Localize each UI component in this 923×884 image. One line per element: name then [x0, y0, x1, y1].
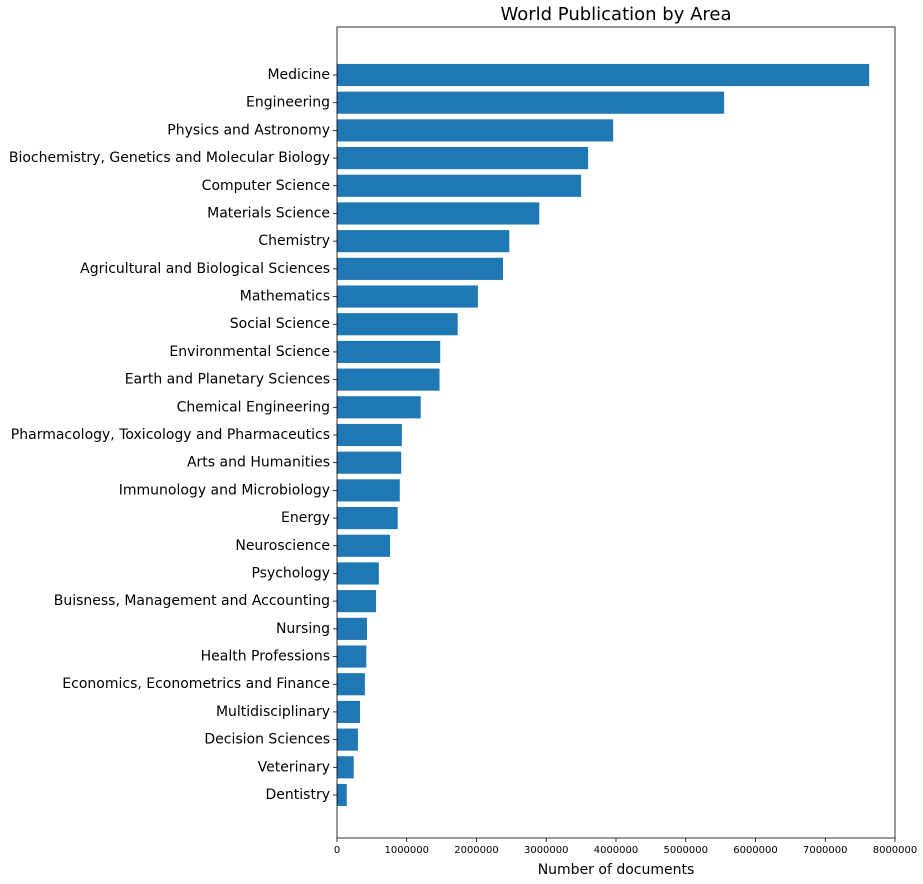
- bar: [337, 230, 510, 253]
- plot-frame: [336, 26, 896, 839]
- y-tick-label: Earth and Planetary Sciences: [125, 372, 330, 388]
- x-tick-label: 0: [334, 845, 340, 856]
- x-axis-label: Number of documents: [538, 862, 695, 878]
- bar: [337, 423, 402, 447]
- bar: [337, 202, 540, 225]
- bar: [337, 63, 870, 87]
- y-tick-label: Immunology and Microbiology: [119, 482, 330, 498]
- y-tick-label: Nursing: [276, 621, 330, 637]
- bar: [337, 673, 365, 696]
- y-tick-label: Computer Science: [202, 178, 330, 194]
- y-tick-label: Environmental Science: [169, 344, 330, 360]
- bar: [337, 340, 441, 363]
- x-tick-label: 7000000: [803, 845, 848, 856]
- bar: [337, 617, 367, 640]
- y-tick-label: Decision Sciences: [204, 732, 330, 748]
- y-tick-label: Physics and Astronomy: [167, 122, 330, 138]
- x-tick-label: 3000000: [524, 845, 569, 856]
- x-tick-label: 4000000: [594, 845, 639, 856]
- bar: [337, 285, 478, 308]
- bar: [337, 590, 377, 613]
- bar: [337, 313, 458, 336]
- y-tick-label: Agricultural and Biological Sciences: [80, 261, 330, 277]
- bar: [337, 174, 582, 197]
- bar: [337, 257, 504, 280]
- bar: [337, 700, 361, 723]
- chart-title: World Publication by Area: [500, 4, 731, 25]
- y-tick-label: Multidisciplinary: [216, 704, 330, 720]
- bar: [337, 783, 347, 807]
- y-tick-label: Buisness, Management and Accounting: [54, 593, 330, 609]
- x-tick-label: 2000000: [454, 845, 499, 856]
- y-tick-label: Mathematics: [240, 289, 330, 305]
- y-tick-label: Engineering: [246, 95, 330, 111]
- y-tick-label: Social Science: [230, 316, 330, 332]
- bar: [337, 119, 614, 142]
- bar: [337, 479, 400, 502]
- y-tick-label: Chemical Engineering: [177, 399, 330, 415]
- y-tick-label: Energy: [281, 510, 330, 526]
- y-tick-label: Health Professions: [201, 649, 330, 665]
- y-tick-label: Chemistry: [258, 233, 330, 249]
- y-tick-label: Economics, Econometrics and Finance: [62, 676, 330, 692]
- bar: [337, 507, 398, 530]
- x-tick-label: 6000000: [733, 845, 778, 856]
- x-tick-label: 1000000: [384, 845, 429, 856]
- y-tick-label: Veterinary: [258, 759, 330, 775]
- bar: [337, 756, 354, 779]
- y-tick-label: Materials Science: [207, 205, 330, 221]
- bar: [337, 368, 440, 391]
- y-tick-label: Neuroscience: [235, 538, 330, 554]
- bar: [337, 534, 391, 557]
- y-tick-label: Medicine: [267, 67, 330, 83]
- x-tick-label: 5000000: [663, 845, 708, 856]
- y-tick-label: Biochemistry, Genetics and Molecular Bio…: [9, 150, 330, 166]
- bar: [337, 562, 379, 585]
- y-tick-label: Psychology: [251, 565, 330, 581]
- bar: [337, 147, 589, 170]
- bar: [337, 645, 367, 668]
- bar: [337, 728, 358, 751]
- bar: [337, 91, 725, 114]
- y-tick-label: Pharmacology, Toxicology and Pharmaceuti…: [11, 427, 330, 443]
- x-tick-label: 8000000: [873, 845, 918, 856]
- bar: [337, 451, 402, 474]
- bar: [337, 396, 421, 419]
- y-tick-label: Dentistry: [266, 787, 330, 803]
- y-tick-label: Arts and Humanities: [187, 455, 330, 471]
